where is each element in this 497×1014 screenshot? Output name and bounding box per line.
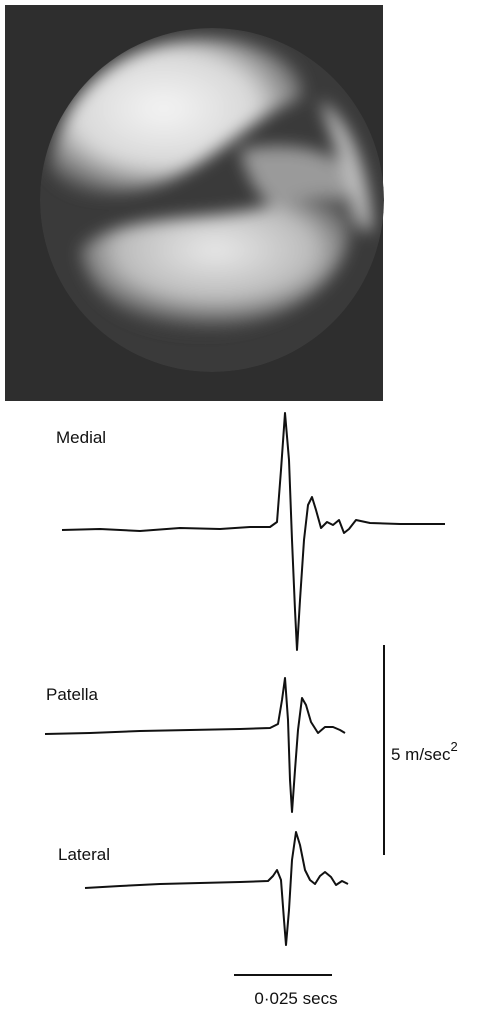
scale-superscript: 2 [451, 739, 458, 754]
trace-label: Medial [56, 428, 106, 447]
trace-label: Patella [46, 685, 99, 704]
horizontal-scale-label: 0·025 secs [254, 989, 337, 1008]
medial-trace [62, 413, 445, 650]
lateral-trace [85, 832, 348, 945]
arthroscopy-photo [5, 5, 384, 401]
vertical-scale-label: 5 m/sec2 [391, 739, 458, 764]
trace-label: Lateral [58, 845, 110, 864]
scale-unit: 5 m/sec [391, 745, 451, 764]
figure: Medial Patella Lateral 5 m/sec2 0·025 se… [0, 0, 497, 1014]
